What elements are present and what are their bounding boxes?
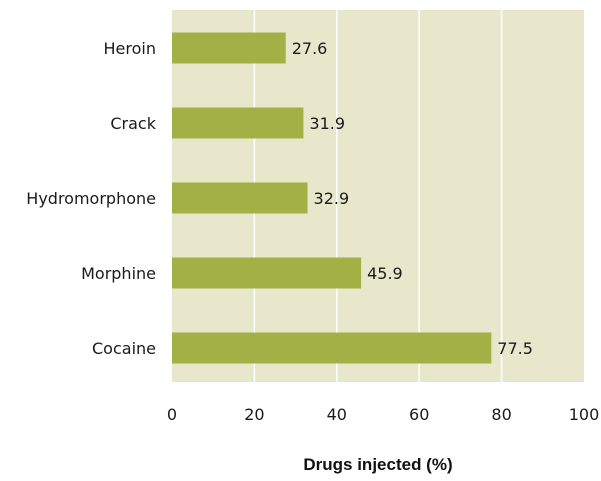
data-label: 45.9 bbox=[367, 264, 403, 283]
x-tick-label: 20 bbox=[244, 405, 264, 424]
bar bbox=[172, 182, 308, 214]
category-label: Morphine bbox=[81, 264, 156, 283]
data-label: 32.9 bbox=[314, 189, 350, 208]
category-label: Hydromorphone bbox=[26, 189, 156, 208]
category-label: Cocaine bbox=[92, 339, 156, 358]
bar bbox=[172, 107, 304, 139]
x-tick-label: 0 bbox=[167, 405, 177, 424]
x-tick-label: 100 bbox=[569, 405, 600, 424]
data-label: 77.5 bbox=[497, 339, 533, 358]
x-tick-labels: 0 20 40 60 80 100 bbox=[167, 405, 599, 424]
x-axis-title: Drugs injected (%) bbox=[303, 455, 452, 474]
x-tick-label: 40 bbox=[327, 405, 347, 424]
x-tick-label: 60 bbox=[409, 405, 429, 424]
gridlines bbox=[253, 10, 503, 382]
data-label: 27.6 bbox=[292, 39, 328, 58]
data-label: 31.9 bbox=[309, 114, 345, 133]
bar bbox=[172, 32, 286, 64]
category-label: Heroin bbox=[104, 39, 156, 58]
bars bbox=[172, 32, 492, 364]
x-tick-label: 80 bbox=[491, 405, 511, 424]
bar bbox=[172, 257, 362, 289]
value-labels: 27.6 31.9 32.9 45.9 77.5 bbox=[292, 39, 533, 358]
category-labels: Heroin Crack Hydromorphone Morphine Cocaine bbox=[26, 39, 156, 358]
category-label: Crack bbox=[110, 114, 156, 133]
bar bbox=[172, 332, 492, 364]
